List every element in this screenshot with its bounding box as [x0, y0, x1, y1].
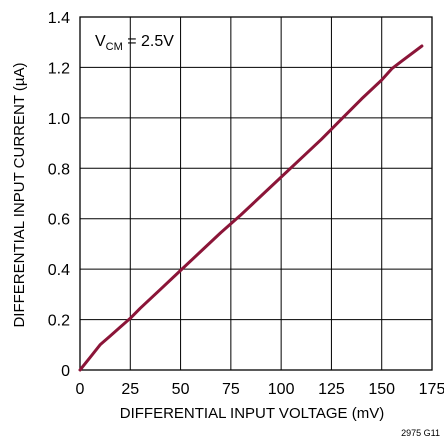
x-tick-label: 25 — [121, 381, 139, 398]
y-tick-label: 1.2 — [48, 60, 70, 77]
x-axis-label: DIFFERENTIAL INPUT VOLTAGE (mV) — [120, 405, 384, 422]
y-tick-label: 0.6 — [48, 212, 70, 229]
y-tick-label: 0.4 — [48, 262, 70, 279]
vcm-annotation: VCM = 2.5V — [95, 33, 174, 53]
y-tick-label: 1.0 — [48, 111, 70, 128]
series-line — [78, 44, 424, 372]
y-axis-label: DIFFERENTIAL INPUT CURRENT (µA) — [11, 62, 28, 327]
y-tick-label: 0.2 — [48, 313, 70, 330]
y-tick-labels: 0 0.2 0.4 0.6 0.8 1.0 1.2 1.4 — [48, 10, 70, 380]
grid — [80, 17, 432, 370]
y-tick-label: 0.8 — [48, 161, 70, 178]
x-tick-label: 100 — [268, 381, 295, 398]
x-tick-label: 0 — [76, 381, 85, 398]
x-tick-label: 75 — [222, 381, 240, 398]
y-tick-label: 1.4 — [48, 10, 70, 27]
figure-code: 2975 G11 — [401, 428, 440, 438]
x-tick-labels: 0 25 50 75 100 125 150 175 — [76, 381, 444, 398]
x-tick-label: 175 — [419, 381, 444, 398]
vcm-suffix: = 2.5V — [123, 33, 174, 50]
y-tick-label: 0 — [61, 363, 70, 380]
plot-frame — [79, 16, 433, 371]
x-tick-label: 150 — [368, 381, 395, 398]
vcm-prefix: V — [95, 33, 106, 50]
x-tick-label: 125 — [318, 381, 345, 398]
vcm-subscript: CM — [106, 41, 123, 53]
x-tick-label: 50 — [172, 381, 190, 398]
